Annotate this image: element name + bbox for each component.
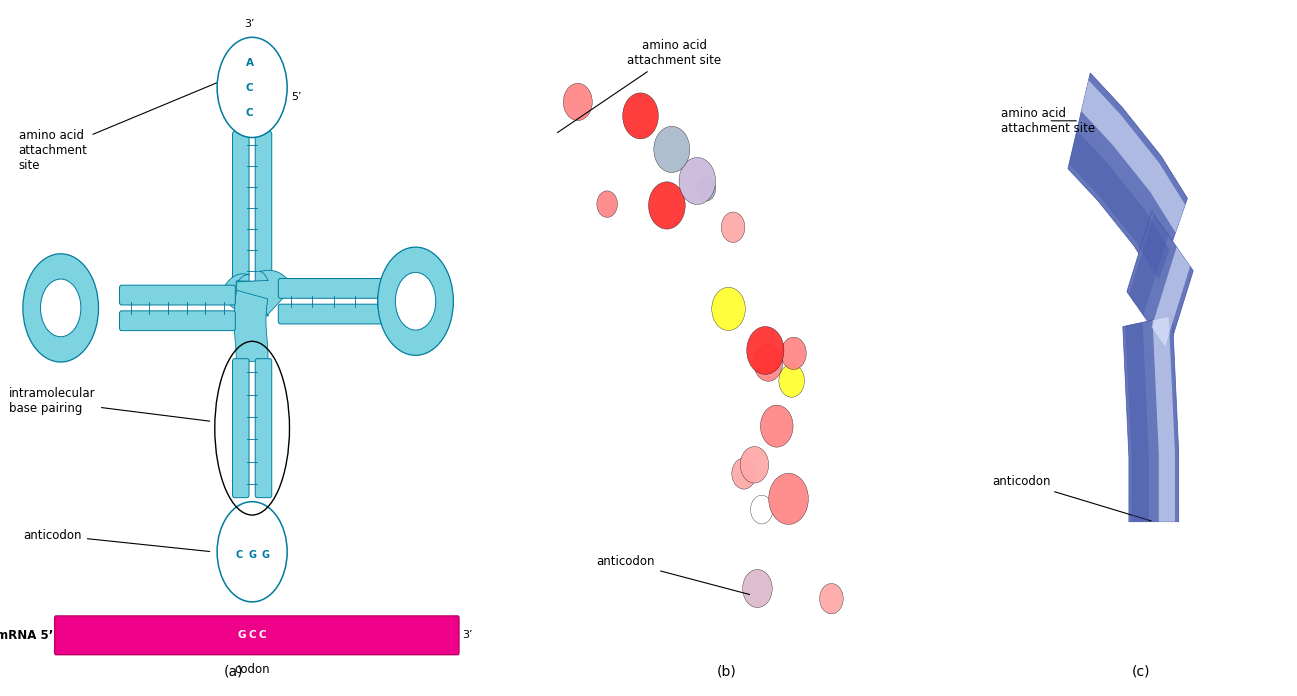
Circle shape <box>40 279 80 337</box>
FancyBboxPatch shape <box>232 358 249 498</box>
Circle shape <box>781 337 807 370</box>
Text: (a): (a) <box>223 665 244 679</box>
Circle shape <box>623 93 659 139</box>
Polygon shape <box>219 274 268 320</box>
Text: mRNA 5’: mRNA 5’ <box>0 628 53 642</box>
Text: 3’: 3’ <box>245 19 256 29</box>
Text: anticodon: anticodon <box>597 555 750 594</box>
Text: amino acid
attachment site: amino acid attachment site <box>558 40 721 133</box>
Circle shape <box>743 569 772 608</box>
Text: amino acid
attachment
site: amino acid attachment site <box>18 82 219 173</box>
Circle shape <box>597 191 617 217</box>
Circle shape <box>721 212 744 242</box>
Circle shape <box>396 272 436 330</box>
Text: C: C <box>236 550 243 560</box>
Circle shape <box>217 502 287 602</box>
Circle shape <box>23 254 99 362</box>
Circle shape <box>732 458 756 489</box>
Circle shape <box>754 345 782 381</box>
Text: 3’: 3’ <box>462 631 472 640</box>
Circle shape <box>217 38 287 138</box>
FancyBboxPatch shape <box>279 278 389 299</box>
Text: C: C <box>246 109 254 118</box>
Text: (c): (c) <box>1132 665 1150 679</box>
Circle shape <box>377 247 454 356</box>
Circle shape <box>648 182 685 229</box>
Polygon shape <box>1082 80 1185 232</box>
Text: amino acid
attachment site: amino acid attachment site <box>1001 106 1096 135</box>
Polygon shape <box>236 270 293 317</box>
Text: 5’: 5’ <box>291 93 301 102</box>
Circle shape <box>769 473 808 524</box>
Text: C: C <box>248 631 256 640</box>
FancyBboxPatch shape <box>256 132 272 284</box>
Polygon shape <box>1127 212 1193 351</box>
FancyBboxPatch shape <box>119 311 235 331</box>
Circle shape <box>741 447 769 483</box>
Circle shape <box>760 405 792 447</box>
Text: anticodon: anticodon <box>992 475 1152 521</box>
FancyBboxPatch shape <box>54 616 459 655</box>
FancyBboxPatch shape <box>279 304 389 324</box>
Polygon shape <box>235 290 268 361</box>
Text: codon: codon <box>235 663 270 677</box>
Circle shape <box>654 126 690 173</box>
Circle shape <box>747 326 783 374</box>
Circle shape <box>712 287 746 331</box>
Polygon shape <box>1152 247 1191 347</box>
Polygon shape <box>1153 317 1175 522</box>
Text: C: C <box>258 631 266 640</box>
Text: G: G <box>237 631 246 640</box>
Text: A: A <box>246 58 254 68</box>
FancyBboxPatch shape <box>256 358 272 498</box>
Polygon shape <box>1069 130 1170 280</box>
Circle shape <box>696 177 716 201</box>
FancyBboxPatch shape <box>119 285 235 305</box>
Circle shape <box>680 157 716 205</box>
Text: anticodon: anticodon <box>23 528 210 551</box>
FancyBboxPatch shape <box>232 132 249 284</box>
Polygon shape <box>1126 322 1149 522</box>
Circle shape <box>779 364 804 397</box>
Text: G: G <box>261 550 270 560</box>
Circle shape <box>820 583 843 614</box>
Circle shape <box>563 84 593 120</box>
Text: (b): (b) <box>716 665 737 679</box>
Circle shape <box>751 496 773 524</box>
Text: intramolecular
base pairing: intramolecular base pairing <box>9 388 210 421</box>
Text: G: G <box>248 550 256 560</box>
Polygon shape <box>1123 316 1179 522</box>
Polygon shape <box>1067 73 1188 284</box>
Polygon shape <box>1128 214 1169 315</box>
Text: C: C <box>246 84 254 93</box>
